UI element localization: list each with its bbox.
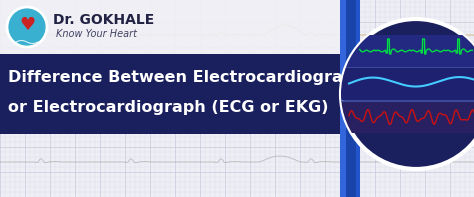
Bar bbox=[341, 101, 474, 133]
Text: ♥: ♥ bbox=[19, 16, 35, 34]
Bar bbox=[346, 0, 356, 197]
Bar bbox=[340, 0, 346, 197]
Text: Difference Between Electrocardiogram: Difference Between Electrocardiogram bbox=[8, 70, 359, 85]
Text: Dr. GOKHALE: Dr. GOKHALE bbox=[53, 13, 154, 27]
Bar bbox=[341, 35, 474, 67]
Bar bbox=[0, 0, 340, 54]
Bar bbox=[341, 67, 474, 100]
Circle shape bbox=[341, 19, 474, 169]
Circle shape bbox=[7, 7, 47, 47]
Bar bbox=[0, 54, 362, 134]
Text: or Electrocardiograph (ECG or EKG): or Electrocardiograph (ECG or EKG) bbox=[8, 99, 328, 114]
Text: Know Your Heart: Know Your Heart bbox=[56, 29, 137, 39]
Bar bbox=[356, 0, 360, 197]
